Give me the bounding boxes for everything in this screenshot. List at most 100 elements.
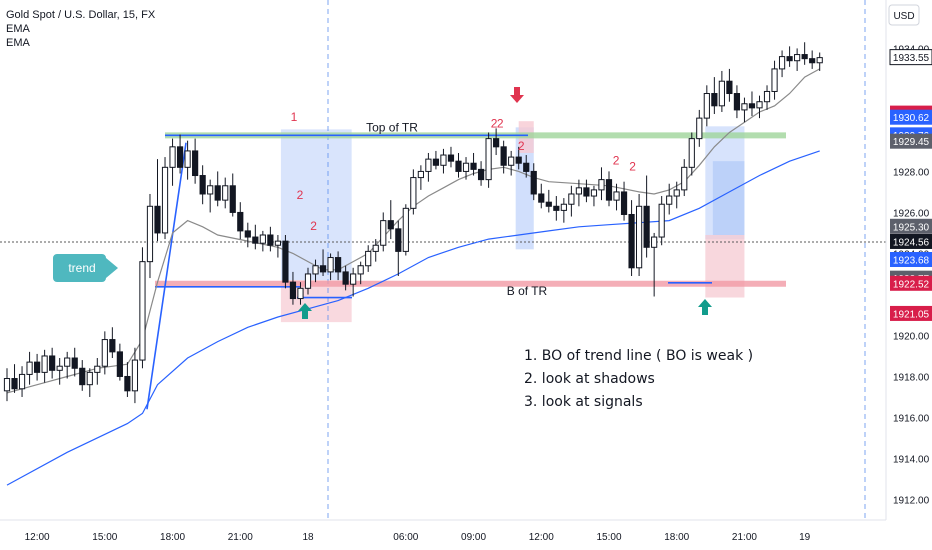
candle-body (801, 54, 808, 60)
candle (304, 267, 312, 295)
candle (131, 347, 139, 404)
candle-body (575, 187, 582, 195)
candle-body (267, 234, 274, 246)
candle (237, 202, 244, 240)
candle (493, 128, 500, 156)
candle-body (809, 58, 816, 64)
price-label-value: 1924.56 (893, 237, 930, 248)
candle (380, 212, 387, 252)
candle (229, 173, 236, 217)
candle (575, 179, 582, 207)
candle (636, 193, 643, 276)
candle (613, 183, 620, 211)
trendline (146, 142, 187, 410)
candle-body (696, 117, 703, 140)
candle (327, 253, 334, 281)
price-label-badge: 1924.56 (890, 233, 932, 249)
zone-boxes (280, 121, 745, 323)
time-tick-label: 09:00 (461, 532, 486, 543)
candle (643, 175, 650, 258)
candle (402, 204, 409, 256)
candle (733, 85, 741, 119)
candle-body (560, 203, 567, 211)
candle (259, 230, 266, 252)
candle-body (628, 213, 635, 269)
price-label-value: 1925.30 (893, 222, 930, 233)
candle-body (470, 162, 477, 170)
candle-body (508, 156, 515, 166)
candle (11, 364, 18, 393)
candle (523, 155, 530, 178)
candle-body (161, 166, 169, 234)
price-label-value: 1922.52 (893, 279, 930, 290)
candle-body (771, 68, 778, 92)
candle (252, 224, 259, 250)
candle-body (372, 244, 379, 252)
candle-body (26, 361, 33, 375)
candle-body (18, 373, 26, 390)
currency-button[interactable]: USD (888, 4, 920, 26)
time-tick-label: 18 (302, 532, 314, 543)
candle (312, 259, 319, 283)
candle (146, 193, 154, 279)
price-tick-label: 1916.00 (893, 413, 930, 424)
symbol-title: Gold Spot / U.S. Dollar, 15, FX (6, 9, 156, 21)
candle (267, 226, 274, 252)
candle (244, 222, 251, 248)
price-tick-label: 1926.00 (893, 208, 930, 219)
candle-body (651, 236, 658, 248)
red-box-3 (705, 234, 745, 298)
candle (86, 368, 93, 397)
candle (763, 85, 771, 110)
candle (583, 179, 590, 203)
candle-body (530, 170, 537, 195)
price-label-bg (890, 233, 932, 249)
price-tick-label: 1912.00 (893, 495, 930, 506)
candle (809, 50, 816, 69)
candle (696, 109, 703, 147)
candle-body (64, 357, 71, 367)
candle-body (726, 80, 733, 95)
signal-number: 2 (629, 159, 636, 173)
candle-body (756, 101, 763, 109)
candle (207, 179, 214, 213)
candle-body (455, 160, 462, 172)
candle (508, 150, 515, 176)
candle-body (794, 54, 801, 62)
signal-number: 2 (491, 116, 498, 130)
candle (319, 249, 327, 276)
ema-legend-1: EMA (6, 23, 30, 35)
price-label-badge: 1925.30 (890, 218, 932, 234)
candle-body (252, 236, 259, 244)
candle (515, 146, 522, 170)
candle (56, 358, 63, 385)
candle-body (327, 257, 334, 273)
candle-body (139, 261, 146, 361)
currency-button-label: USD (893, 11, 914, 22)
ema-fast-line (6, 68, 820, 394)
candle-body (146, 205, 154, 263)
time-tick-label: 18:00 (160, 532, 185, 543)
candle-body (312, 265, 319, 275)
price-label-bg (890, 275, 932, 291)
candle (681, 159, 688, 197)
candle (771, 60, 778, 100)
candle (673, 181, 680, 209)
time-tick-label: 18:00 (664, 532, 689, 543)
candle-body (56, 365, 63, 371)
candle-body (192, 150, 199, 177)
candle (598, 167, 605, 201)
candle (18, 366, 26, 397)
candle-body (207, 185, 214, 195)
candle-body (319, 265, 327, 273)
candle-body (237, 211, 244, 232)
price-tick-label: 1920.00 (893, 331, 930, 342)
price-label-bg (889, 49, 932, 66)
candle (387, 200, 394, 240)
price-label-bg (890, 305, 932, 321)
candle-body (523, 162, 530, 172)
trend-badge: trend (53, 254, 118, 282)
candle-body (410, 177, 417, 209)
